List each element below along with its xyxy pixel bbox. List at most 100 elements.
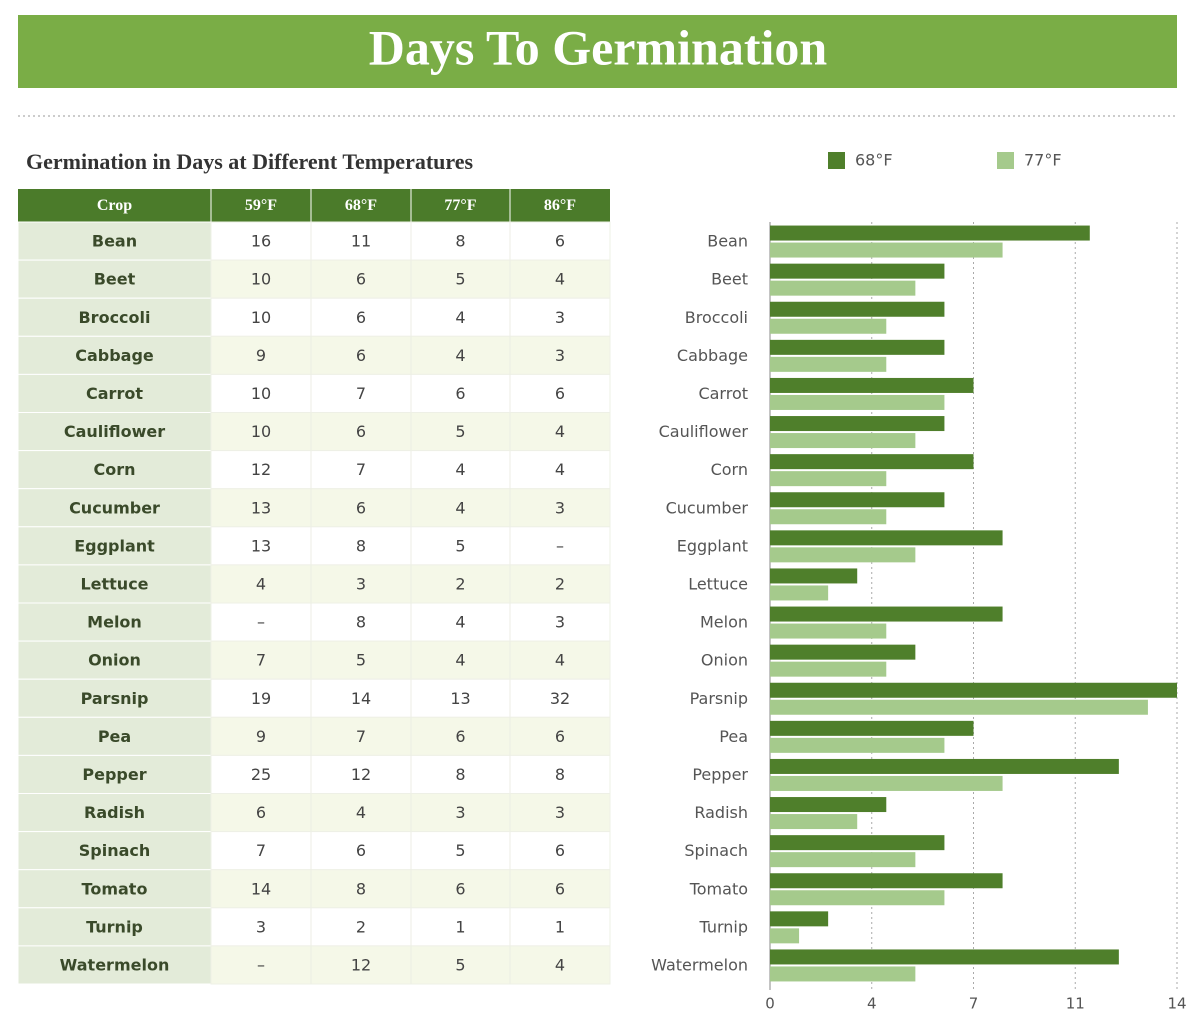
crop-cell — [17, 450, 212, 490]
crop-name: Beet — [94, 270, 136, 289]
y-tick-label: Tomato — [689, 879, 748, 898]
cell: 4 — [555, 270, 565, 289]
cell: 4 — [555, 651, 565, 670]
bar — [770, 644, 916, 660]
cell: 2 — [455, 574, 465, 593]
cell: 4 — [455, 308, 465, 327]
crop-name: Cabbage — [75, 346, 154, 365]
title-banner — [18, 15, 1177, 88]
cell: 3 — [555, 308, 565, 327]
cell: 9 — [256, 727, 266, 746]
y-tick-label: Lettuce — [688, 574, 748, 593]
bar — [770, 433, 916, 449]
cell: 5 — [455, 422, 465, 441]
crop-name: Melon — [87, 613, 142, 632]
bar — [770, 263, 945, 279]
bar — [770, 758, 1119, 774]
table-header-bg — [18, 189, 610, 222]
cell: 7 — [356, 460, 366, 479]
x-tick-label: 4 — [867, 995, 877, 1013]
cell: 14 — [251, 879, 271, 898]
cell: 32 — [550, 689, 570, 708]
bar — [770, 394, 945, 410]
y-tick-label: Pepper — [692, 765, 748, 784]
cell: – — [257, 955, 265, 974]
cell: 16 — [251, 232, 271, 251]
cell: 7 — [256, 841, 266, 860]
cell: 13 — [251, 536, 271, 555]
legend-label: 77°F — [1024, 151, 1062, 170]
crop-cell — [17, 335, 212, 375]
crop-name: Cauliflower — [64, 422, 165, 441]
cell: 5 — [455, 270, 465, 289]
bar — [770, 835, 945, 851]
crop-cell — [17, 945, 212, 985]
cell: 1 — [555, 917, 565, 936]
cell: 6 — [555, 384, 565, 403]
cell: 7 — [356, 727, 366, 746]
cell: 7 — [256, 651, 266, 670]
cell: 12 — [251, 460, 271, 479]
cell: 4 — [555, 955, 565, 974]
cell: 3 — [555, 803, 565, 822]
cell: 5 — [356, 651, 366, 670]
crop-name: Bean — [92, 232, 137, 251]
crop-cell — [17, 526, 212, 566]
cell: 4 — [455, 346, 465, 365]
y-tick-label: Melon — [700, 613, 748, 632]
bar — [770, 225, 1090, 241]
crop-name: Turnip — [86, 917, 143, 936]
cell: 6 — [555, 727, 565, 746]
cell: 10 — [251, 384, 271, 403]
bar — [770, 454, 974, 470]
bar — [770, 339, 945, 355]
y-tick-label: Carrot — [698, 384, 748, 403]
cell: 25 — [251, 765, 271, 784]
column-header: 59°F — [245, 197, 277, 214]
cell: 8 — [455, 765, 465, 784]
y-tick-label: Pea — [719, 727, 748, 746]
cell: 4 — [256, 574, 266, 593]
cell: 3 — [256, 917, 266, 936]
crop-cell — [17, 602, 212, 642]
chart: 0 4 7 11 14 68°F 77°F Bean Beet Broccoli Cabbage Ca… — [651, 151, 1186, 1013]
y-tick-label: Eggplant — [677, 536, 748, 555]
y-tick-label: Cabbage — [677, 346, 748, 365]
cell: 7 — [356, 384, 366, 403]
cell: – — [556, 536, 564, 555]
bar — [770, 911, 829, 927]
table-title: Germination in Days at Different Tempera… — [26, 149, 474, 174]
bar — [770, 949, 1119, 965]
crop-name: Lettuce — [80, 574, 148, 593]
cell: 10 — [251, 270, 271, 289]
cell: 4 — [455, 651, 465, 670]
bar — [770, 737, 945, 753]
y-tick-label: Beet — [711, 270, 748, 289]
cell: 4 — [455, 498, 465, 517]
cell: 14 — [351, 689, 371, 708]
bar — [770, 966, 916, 982]
crop-cell — [17, 678, 212, 718]
page-title: Days To Germination — [369, 19, 828, 75]
bar — [770, 301, 945, 317]
y-tick-label: Turnip — [698, 917, 748, 936]
cell: 6 — [555, 879, 565, 898]
cell: 4 — [356, 803, 366, 822]
cell: 6 — [455, 384, 465, 403]
legend-swatch — [997, 152, 1014, 169]
cell: 8 — [455, 232, 465, 251]
cell: 6 — [356, 270, 366, 289]
y-tick-label: Spinach — [684, 841, 748, 860]
crop-name: Eggplant — [74, 536, 155, 555]
bar — [770, 606, 1003, 622]
y-tick-label: Corn — [711, 460, 748, 479]
y-tick-label: Cucumber — [666, 498, 749, 517]
cell: 6 — [256, 803, 266, 822]
legend-swatch — [828, 152, 845, 169]
cell: 8 — [356, 536, 366, 555]
column-header: 68°F — [345, 197, 377, 214]
cell: 11 — [351, 232, 371, 251]
bar — [770, 814, 858, 830]
x-tick-label: 7 — [969, 995, 979, 1013]
